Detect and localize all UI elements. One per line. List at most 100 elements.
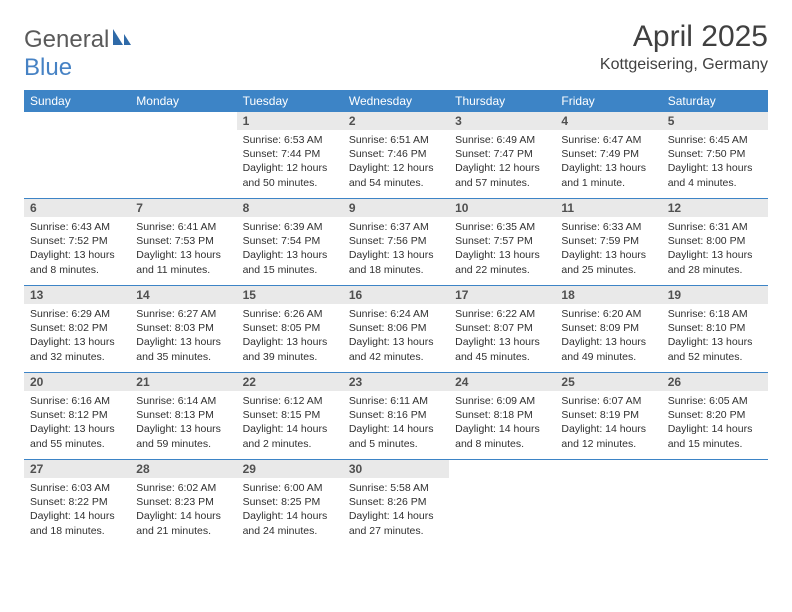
day-details: Sunrise: 6:24 AMSunset: 8:06 PMDaylight:… [343, 304, 449, 370]
day-number: 17 [449, 286, 555, 304]
calendar-cell: 28Sunrise: 6:02 AMSunset: 8:23 PMDayligh… [130, 460, 236, 547]
logo-text-part1: General [24, 26, 109, 53]
logo: GeneralBlue [24, 26, 133, 82]
day-number: 4 [555, 112, 661, 130]
sunset-text: Sunset: 8:07 PM [455, 321, 549, 335]
daylight-text: Daylight: 13 hours and 18 minutes. [349, 248, 443, 276]
weekday-header: Sunday [24, 90, 130, 112]
day-number: 7 [130, 199, 236, 217]
calendar-cell: 21Sunrise: 6:14 AMSunset: 8:13 PMDayligh… [130, 373, 236, 460]
sunset-text: Sunset: 8:13 PM [136, 408, 230, 422]
sunrise-text: Sunrise: 6:33 AM [561, 220, 655, 234]
day-number: 18 [555, 286, 661, 304]
sunrise-text: Sunrise: 6:37 AM [349, 220, 443, 234]
day-number: 30 [343, 460, 449, 478]
daylight-text: Daylight: 14 hours and 24 minutes. [243, 509, 337, 537]
sunrise-text: Sunrise: 6:16 AM [30, 394, 124, 408]
sunrise-text: Sunrise: 6:12 AM [243, 394, 337, 408]
sunrise-text: Sunrise: 6:43 AM [30, 220, 124, 234]
calendar-cell: 2Sunrise: 6:51 AMSunset: 7:46 PMDaylight… [343, 112, 449, 199]
daylight-text: Daylight: 14 hours and 21 minutes. [136, 509, 230, 537]
day-details: Sunrise: 6:00 AMSunset: 8:25 PMDaylight:… [237, 478, 343, 544]
sunset-text: Sunset: 8:18 PM [455, 408, 549, 422]
day-number: 14 [130, 286, 236, 304]
sunrise-text: Sunrise: 6:22 AM [455, 307, 549, 321]
sunrise-text: Sunrise: 5:58 AM [349, 481, 443, 495]
calendar-cell: 10Sunrise: 6:35 AMSunset: 7:57 PMDayligh… [449, 199, 555, 286]
sunrise-text: Sunrise: 6:02 AM [136, 481, 230, 495]
calendar-cell: 20Sunrise: 6:16 AMSunset: 8:12 PMDayligh… [24, 373, 130, 460]
day-number: 24 [449, 373, 555, 391]
calendar-cell: 12Sunrise: 6:31 AMSunset: 8:00 PMDayligh… [662, 199, 768, 286]
calendar-row: 20Sunrise: 6:16 AMSunset: 8:12 PMDayligh… [24, 373, 768, 460]
day-number: 3 [449, 112, 555, 130]
day-details: Sunrise: 6:41 AMSunset: 7:53 PMDaylight:… [130, 217, 236, 283]
sunset-text: Sunset: 8:26 PM [349, 495, 443, 509]
sunrise-text: Sunrise: 6:35 AM [455, 220, 549, 234]
calendar-table: Sunday Monday Tuesday Wednesday Thursday… [24, 90, 768, 546]
sunrise-text: Sunrise: 6:51 AM [349, 133, 443, 147]
day-details: Sunrise: 6:51 AMSunset: 7:46 PMDaylight:… [343, 130, 449, 196]
weekday-header: Friday [555, 90, 661, 112]
sunset-text: Sunset: 8:25 PM [243, 495, 337, 509]
sunrise-text: Sunrise: 6:26 AM [243, 307, 337, 321]
day-details: Sunrise: 6:29 AMSunset: 8:02 PMDaylight:… [24, 304, 130, 370]
daylight-text: Daylight: 13 hours and 8 minutes. [30, 248, 124, 276]
sunset-text: Sunset: 7:56 PM [349, 234, 443, 248]
weekday-header: Tuesday [237, 90, 343, 112]
sunrise-text: Sunrise: 6:29 AM [30, 307, 124, 321]
day-details: Sunrise: 6:35 AMSunset: 7:57 PMDaylight:… [449, 217, 555, 283]
calendar-cell: 6Sunrise: 6:43 AMSunset: 7:52 PMDaylight… [24, 199, 130, 286]
calendar-cell: 24Sunrise: 6:09 AMSunset: 8:18 PMDayligh… [449, 373, 555, 460]
calendar-cell: 9 Sunrise: 6:37 AMSunset: 7:56 PMDaylight… [343, 199, 449, 286]
day-details: Sunrise: 6:07 AMSunset: 8:19 PMDaylight:… [555, 391, 661, 457]
calendar-cell: 17Sunrise: 6:22 AMSunset: 8:07 PMDayligh… [449, 286, 555, 373]
sunrise-text: Sunrise: 6:45 AM [668, 133, 762, 147]
day-details: Sunrise: 6:49 AMSunset: 7:47 PMDaylight:… [449, 130, 555, 196]
weekday-header: Monday [130, 90, 236, 112]
day-details: Sunrise: 6:53 AMSunset: 7:44 PMDaylight:… [237, 130, 343, 196]
daylight-text: Daylight: 13 hours and 32 minutes. [30, 335, 124, 363]
day-details: Sunrise: 6:16 AMSunset: 8:12 PMDaylight:… [24, 391, 130, 457]
weekday-header-row: Sunday Monday Tuesday Wednesday Thursday… [24, 90, 768, 112]
calendar-cell: 26Sunrise: 6:05 AMSunset: 8:20 PMDayligh… [662, 373, 768, 460]
calendar-cell: 15Sunrise: 6:26 AMSunset: 8:05 PMDayligh… [237, 286, 343, 373]
sunset-text: Sunset: 7:54 PM [243, 234, 337, 248]
day-details: Sunrise: 6:14 AMSunset: 8:13 PMDaylight:… [130, 391, 236, 457]
day-number: 8 [237, 199, 343, 217]
sunrise-text: Sunrise: 6:53 AM [243, 133, 337, 147]
calendar-page: GeneralBlue April 2025 Kottgeisering, Ge… [0, 0, 792, 566]
day-number: 5 [662, 112, 768, 130]
daylight-text: Daylight: 13 hours and 39 minutes. [243, 335, 337, 363]
day-number: 9 [343, 199, 449, 217]
calendar-cell-empty [449, 460, 555, 547]
day-number: 28 [130, 460, 236, 478]
sunrise-text: Sunrise: 6:14 AM [136, 394, 230, 408]
sunset-text: Sunset: 8:05 PM [243, 321, 337, 335]
day-number: 22 [237, 373, 343, 391]
sunset-text: Sunset: 8:16 PM [349, 408, 443, 422]
daylight-text: Daylight: 14 hours and 5 minutes. [349, 422, 443, 450]
sunrise-text: Sunrise: 6:27 AM [136, 307, 230, 321]
calendar-cell: 8Sunrise: 6:39 AMSunset: 7:54 PMDaylight… [237, 199, 343, 286]
sunset-text: Sunset: 7:50 PM [668, 147, 762, 161]
calendar-cell: 11Sunrise: 6:33 AMSunset: 7:59 PMDayligh… [555, 199, 661, 286]
header: GeneralBlue April 2025 Kottgeisering, Ge… [24, 20, 768, 82]
weekday-header: Saturday [662, 90, 768, 112]
day-number: 26 [662, 373, 768, 391]
sunrise-text: Sunrise: 6:47 AM [561, 133, 655, 147]
sunset-text: Sunset: 8:12 PM [30, 408, 124, 422]
calendar-cell: 23Sunrise: 6:11 AMSunset: 8:16 PMDayligh… [343, 373, 449, 460]
day-number: 19 [662, 286, 768, 304]
sunset-text: Sunset: 8:02 PM [30, 321, 124, 335]
sunset-text: Sunset: 8:10 PM [668, 321, 762, 335]
day-details: Sunrise: 6:12 AMSunset: 8:15 PMDaylight:… [237, 391, 343, 457]
sunrise-text: Sunrise: 6:03 AM [30, 481, 124, 495]
day-details: Sunrise: 6:27 AMSunset: 8:03 PMDaylight:… [130, 304, 236, 370]
daylight-text: Daylight: 13 hours and 55 minutes. [30, 422, 124, 450]
sunrise-text: Sunrise: 6:11 AM [349, 394, 443, 408]
day-details: Sunrise: 6:31 AMSunset: 8:00 PMDaylight:… [662, 217, 768, 283]
sunrise-text: Sunrise: 6:00 AM [243, 481, 337, 495]
logo-sail-icon [111, 26, 133, 54]
sunrise-text: Sunrise: 6:41 AM [136, 220, 230, 234]
